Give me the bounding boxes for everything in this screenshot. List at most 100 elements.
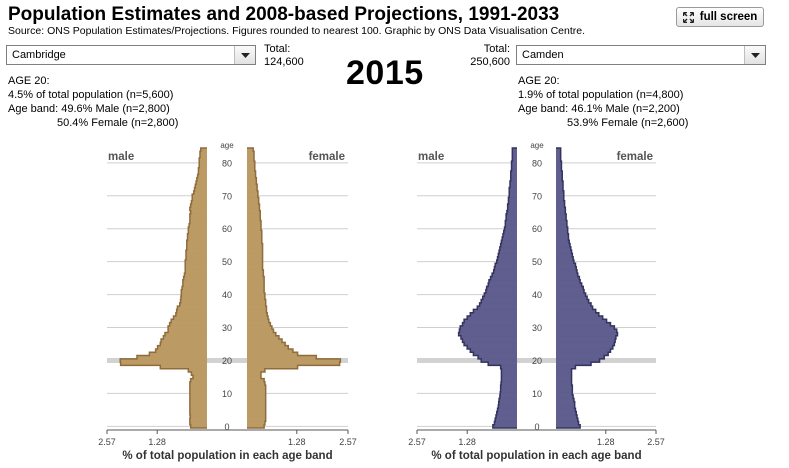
male-bar <box>499 398 517 402</box>
page-title: Population Estimates and 2008-based Proj… <box>8 4 560 25</box>
info-left-pct: 4.5% of total population (n=5,600) <box>8 89 174 101</box>
chevron-down-icon[interactable] <box>234 46 255 64</box>
x-tick-label: 2.57 <box>647 437 665 447</box>
female-bar <box>556 184 564 188</box>
male-bar <box>511 161 517 165</box>
highlight-band <box>417 357 656 363</box>
male-bar <box>503 230 517 234</box>
female-bar <box>556 411 577 416</box>
female-bar <box>247 342 286 346</box>
male-bar <box>460 325 517 330</box>
female-bar <box>556 309 596 314</box>
male-bar <box>460 335 517 340</box>
male-bar <box>500 385 517 389</box>
male-bar <box>511 164 517 169</box>
female-bar <box>247 312 268 317</box>
female-bar <box>247 243 263 248</box>
female-bar <box>556 381 572 386</box>
male-bar <box>510 171 517 175</box>
male-bar <box>176 309 207 314</box>
male-bar <box>470 312 517 317</box>
male-bar <box>149 352 207 356</box>
female-bar <box>247 217 261 221</box>
male-bar <box>490 276 517 281</box>
age-tick-label: 20 <box>532 356 542 366</box>
male-bar <box>197 174 207 178</box>
female-bar <box>247 253 263 258</box>
highlight-band <box>107 357 348 363</box>
female-bar <box>247 256 263 261</box>
male-bar <box>191 372 207 376</box>
male-bar <box>189 207 207 211</box>
male-label: male <box>108 151 134 163</box>
male-bar <box>499 246 517 251</box>
female-bar <box>247 266 263 271</box>
area-select-left[interactable]: Cambridge <box>6 45 256 65</box>
female-bar <box>556 223 567 228</box>
chevron-down-icon[interactable] <box>744 46 765 64</box>
total-left-value: 124,600 <box>264 56 304 68</box>
male-bar <box>196 177 207 182</box>
female-bar <box>556 421 579 426</box>
area-select-right[interactable]: Camden <box>516 45 766 65</box>
female-bar <box>556 325 615 330</box>
female-bar <box>556 365 576 370</box>
female-bar <box>556 210 566 215</box>
male-bar <box>497 408 517 412</box>
male-bar <box>190 424 207 429</box>
male-bar <box>177 306 207 310</box>
age-tick-label: 10 <box>532 389 542 399</box>
male-bar <box>190 204 207 208</box>
total-left-label: Total: <box>264 43 291 55</box>
x-tick-label: 2.57 <box>339 437 357 447</box>
info-left-female: 50.4% Female (n=2,800) <box>57 117 179 129</box>
age-tick-label: 60 <box>532 224 542 234</box>
male-bar <box>186 240 207 244</box>
female-bar <box>247 388 266 393</box>
female-bar <box>556 292 586 297</box>
female-bar <box>247 365 298 370</box>
male-bar <box>504 227 517 231</box>
female-bar <box>247 240 262 244</box>
male-bar <box>168 325 207 330</box>
female-bar <box>247 385 266 389</box>
male-bar <box>188 230 207 234</box>
female-bar <box>556 391 573 396</box>
female-bar <box>247 286 265 290</box>
male-bar <box>186 243 207 248</box>
male-bar <box>477 306 517 310</box>
male-bar <box>459 329 517 333</box>
male-bar <box>493 269 517 274</box>
male-bar <box>509 184 517 188</box>
female-bar <box>556 385 573 389</box>
male-bar <box>502 233 517 238</box>
male-bar <box>189 408 207 412</box>
male-bar <box>188 368 207 373</box>
full-screen-button[interactable]: full screen <box>676 7 764 27</box>
female-bar <box>247 200 259 205</box>
female-bar <box>247 273 264 277</box>
female-bar <box>556 157 561 162</box>
male-bar <box>495 263 517 267</box>
male-bar <box>120 358 207 363</box>
male-bar <box>464 342 517 346</box>
male-bar <box>163 335 207 340</box>
info-right-age: AGE 20: <box>518 75 560 87</box>
female-bar <box>556 408 576 412</box>
female-bar <box>556 273 578 277</box>
female-bar <box>556 161 562 165</box>
female-bar <box>247 316 269 320</box>
area-select-right-value: Camden <box>522 49 564 61</box>
female-bar <box>556 167 562 172</box>
female-bar <box>556 197 564 202</box>
male-bar <box>195 184 207 188</box>
male-bar <box>485 289 517 294</box>
male-bar <box>498 253 517 258</box>
female-bar <box>556 286 584 290</box>
male-bar <box>181 289 207 294</box>
male-bar <box>185 250 207 254</box>
male-bar <box>501 381 517 386</box>
info-right-pct: 1.9% of total population (n=4,800) <box>518 89 684 101</box>
female-bar <box>556 194 564 198</box>
female-bar <box>556 418 578 422</box>
